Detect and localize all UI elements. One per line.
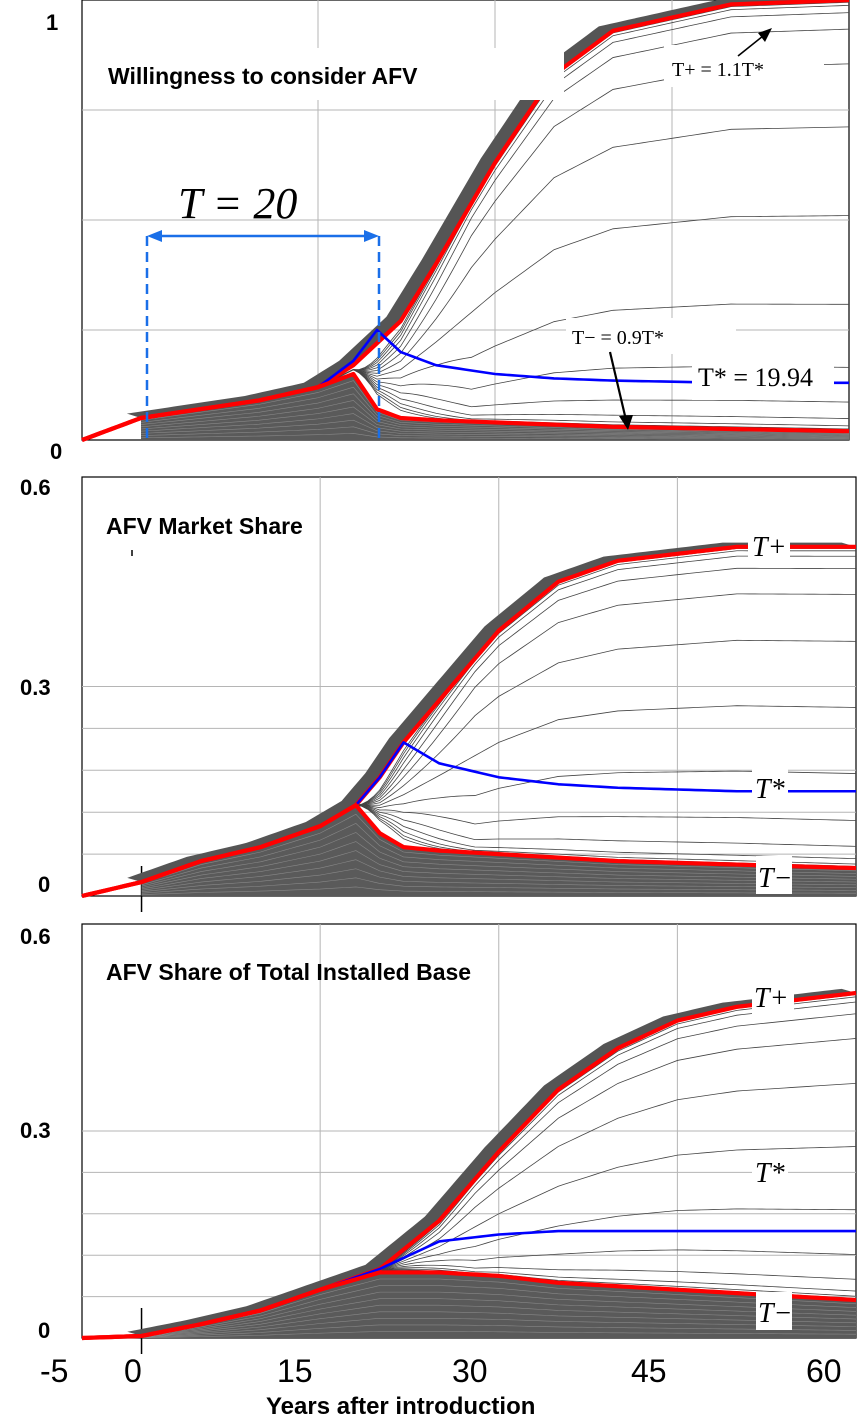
x-tick-label: 0 [124, 1353, 142, 1389]
label-bg [752, 1152, 788, 1192]
series-line-t-minus [81, 371, 850, 442]
panel-title: AFV Share of Total Installed Base [106, 959, 471, 985]
x-axis-label: Years after introduction [266, 1393, 535, 1420]
sensitivity-curve [141, 1291, 857, 1337]
x-tick-label: -5 [40, 1353, 68, 1389]
y-tick-label: 0.6 [20, 475, 51, 500]
sensitivity-curve [141, 832, 857, 887]
sensitivity-curve [141, 1285, 857, 1337]
lower-band [141, 374, 849, 440]
t-star-label: T* [755, 1158, 785, 1189]
sensitivity-curve [141, 886, 857, 895]
sensitivity-curve [140, 426, 850, 439]
t-star-label: T* [755, 774, 785, 805]
series-lines [81, 544, 857, 899]
period-bracket [145, 230, 381, 440]
sensitivity-curve [141, 1278, 857, 1337]
panel-installed-base: 0.6 0.3 0 AFV Share of Total Installed B… [20, 923, 857, 1420]
y-tick-label: 0 [38, 1318, 50, 1343]
x-tick-label: 15 [277, 1353, 313, 1389]
sensitivity-curve [140, 400, 850, 436]
sensitivity-curve [140, 406, 850, 436]
gridlines [82, 924, 856, 1354]
t-plus-label: T+ [752, 532, 786, 563]
t-minus-label: T− [758, 863, 792, 894]
lower-band [141, 1272, 857, 1338]
series-lines [81, 990, 857, 1341]
sensitivity-curve [141, 1318, 857, 1338]
y-tick-label: 0.3 [20, 1118, 51, 1143]
sensitivity-curve [141, 1298, 857, 1338]
sensitivity-curve [141, 1324, 857, 1338]
x-tick-label: 30 [452, 1353, 488, 1389]
label-bg [692, 352, 834, 400]
t-minus-label: T− [758, 1298, 792, 1329]
sensitivity-curve [140, 386, 850, 434]
sensitivity-curve [141, 1331, 857, 1339]
sensitivity-curve [141, 841, 857, 888]
label-bg [752, 976, 794, 1018]
y-tick-label: 0 [38, 872, 50, 897]
label-bg [748, 524, 790, 566]
label-bg [566, 318, 736, 354]
sensitivity-curve [140, 413, 850, 437]
panel-willingness: 1 0 Willingness to consider AFV T = 20 T… [46, 0, 850, 464]
sensitivity-curve [141, 859, 857, 891]
y-tick-label: 0.3 [20, 675, 51, 700]
label-bg [756, 856, 792, 894]
sensitivity-curve [141, 813, 857, 884]
arrow-icon [619, 415, 633, 430]
series-line-t-minus [81, 1270, 857, 1341]
t-star-label: T* = 19.94 [698, 363, 813, 392]
series-line-t-minus [81, 803, 857, 899]
family-fill [127, 988, 857, 1338]
period-label: T = 20 [178, 179, 297, 228]
label-bg [752, 768, 788, 808]
y-tick-label: 0.6 [20, 924, 51, 949]
sensitivity-curve [141, 877, 857, 894]
y-tick-label: 0 [50, 439, 62, 464]
t-plus-label: T+ [754, 983, 788, 1014]
title-box [98, 48, 564, 100]
sensitivity-curve [140, 419, 850, 438]
y-tick-label: 1 [46, 10, 58, 35]
sensitivity-curve [141, 868, 857, 893]
panel-title: AFV Market Share [106, 513, 303, 539]
panel-title: Willingness to consider AFV [108, 63, 418, 89]
t-plus-label: T+ = 1.1T* [672, 59, 764, 81]
sensitivity-curve [141, 1304, 857, 1338]
sensitivity-curve [141, 850, 857, 890]
label-bg [756, 1292, 792, 1330]
sensitivity-curve [141, 1311, 857, 1338]
t-minus-label: T− = 0.9T* [572, 327, 664, 349]
x-tick-label: 45 [631, 1353, 667, 1389]
family-fill [126, 0, 850, 440]
sensitivity-curve [140, 433, 850, 440]
x-tick-label: 60 [806, 1353, 842, 1389]
sensitivity-curve [141, 823, 857, 886]
arrow-icon [758, 28, 772, 42]
sensitivity-curve [140, 393, 850, 435]
panel-market-share: 0.6 0.3 0 AFV Market Share T+ T* T− [20, 475, 857, 912]
